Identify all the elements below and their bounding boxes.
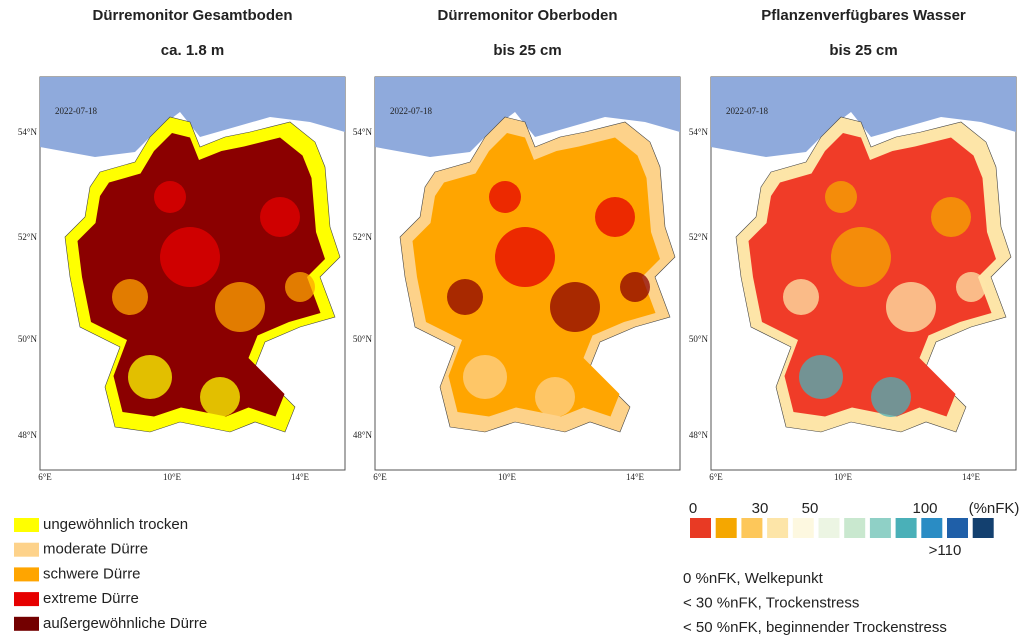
lon-label: 14°E — [626, 472, 645, 482]
map-region — [285, 272, 315, 302]
lat-label: 54°N — [689, 127, 709, 137]
map-region — [154, 181, 186, 213]
map-region — [128, 355, 172, 399]
map-region — [956, 272, 986, 302]
lon-label: 6°E — [373, 472, 387, 482]
lon-label: 10°E — [834, 472, 853, 482]
scale-note: 0 %nFK, Welkepunkt — [683, 570, 824, 587]
sea — [711, 77, 1016, 157]
map-region — [215, 282, 265, 332]
map-region — [489, 181, 521, 213]
lon-label: 14°E — [291, 472, 310, 482]
map-region — [595, 197, 635, 237]
legend-label: ungewöhnlich trocken — [43, 516, 188, 533]
scale-label: 100 — [912, 500, 937, 517]
legend-swatch — [14, 518, 39, 532]
legend-swatch — [14, 592, 39, 607]
map-region — [160, 227, 220, 287]
map-region — [447, 279, 483, 315]
scale-swatch — [869, 518, 891, 538]
lat-label: 50°N — [353, 334, 373, 344]
map-region — [463, 355, 507, 399]
legend-label: extreme Dürre — [43, 590, 139, 607]
sea — [40, 77, 345, 157]
lat-label: 52°N — [353, 232, 373, 242]
scale-swatch — [715, 518, 737, 538]
scale-label: 0 — [689, 500, 697, 517]
scale-swatch — [767, 518, 789, 538]
legend-swatch — [14, 567, 39, 582]
lon-label: 6°E — [38, 472, 52, 482]
scale-label: 50 — [802, 500, 819, 517]
scale-label: (%nFK) — [969, 500, 1020, 517]
lat-label: 48°N — [18, 430, 38, 440]
scale-label: >110 — [929, 542, 962, 559]
lat-label: 54°N — [18, 127, 38, 137]
map-region — [825, 181, 857, 213]
scale-swatch — [818, 518, 840, 538]
scale-swatch — [792, 518, 814, 538]
panel-subtitle: bis 25 cm — [493, 42, 561, 59]
map-region — [783, 279, 819, 315]
map-date: 2022-07-18 — [55, 106, 97, 116]
lat-label: 50°N — [689, 334, 709, 344]
lat-label: 54°N — [353, 127, 373, 137]
map-date: 2022-07-18 — [390, 106, 432, 116]
scale-note: < 30 %nFK, Trockenstress — [683, 594, 859, 611]
lon-label: 14°E — [962, 472, 981, 482]
legend-label: schwere Dürre — [43, 565, 141, 582]
legend-swatch — [14, 616, 39, 631]
lat-label: 48°N — [353, 430, 373, 440]
lon-label: 6°E — [709, 472, 723, 482]
sea — [375, 77, 680, 157]
scale-swatch — [972, 518, 994, 538]
scale-swatch — [895, 518, 917, 538]
lon-label: 10°E — [498, 472, 517, 482]
map-region — [260, 197, 300, 237]
scale-swatch — [844, 518, 866, 538]
lat-label: 48°N — [689, 430, 709, 440]
panel-subtitle: ca. 1.8 m — [161, 42, 224, 59]
lat-label: 50°N — [18, 334, 38, 344]
map-region — [620, 272, 650, 302]
legend-label: moderate Dürre — [43, 541, 148, 558]
map-region — [200, 377, 240, 417]
lat-label: 52°N — [18, 232, 38, 242]
panel-title: Dürremonitor Gesamtboden — [92, 7, 292, 24]
map-region — [799, 355, 843, 399]
panel-title: Pflanzenverfügbares Wasser — [761, 7, 966, 24]
map-region — [550, 282, 600, 332]
map-region — [535, 377, 575, 417]
map-region — [831, 227, 891, 287]
map-region — [112, 279, 148, 315]
map-region — [495, 227, 555, 287]
scale-swatch — [690, 518, 711, 538]
scale-swatch — [741, 518, 763, 538]
legend-swatch — [14, 542, 39, 557]
legend-label: außergewöhnliche Dürre — [43, 615, 207, 632]
map-date: 2022-07-18 — [726, 106, 768, 116]
panel-subtitle: bis 25 cm — [829, 42, 897, 59]
scale-note: < 50 %nFK, beginnender Trockenstress — [683, 619, 947, 636]
map-region — [886, 282, 936, 332]
panel-title: Dürremonitor Oberboden — [437, 7, 617, 24]
lat-label: 52°N — [689, 232, 709, 242]
scale-label: 30 — [752, 500, 769, 517]
scale-swatch — [921, 518, 943, 538]
map-region — [871, 377, 911, 417]
lon-label: 10°E — [163, 472, 182, 482]
map-region — [931, 197, 971, 237]
scale-swatch — [947, 518, 968, 538]
